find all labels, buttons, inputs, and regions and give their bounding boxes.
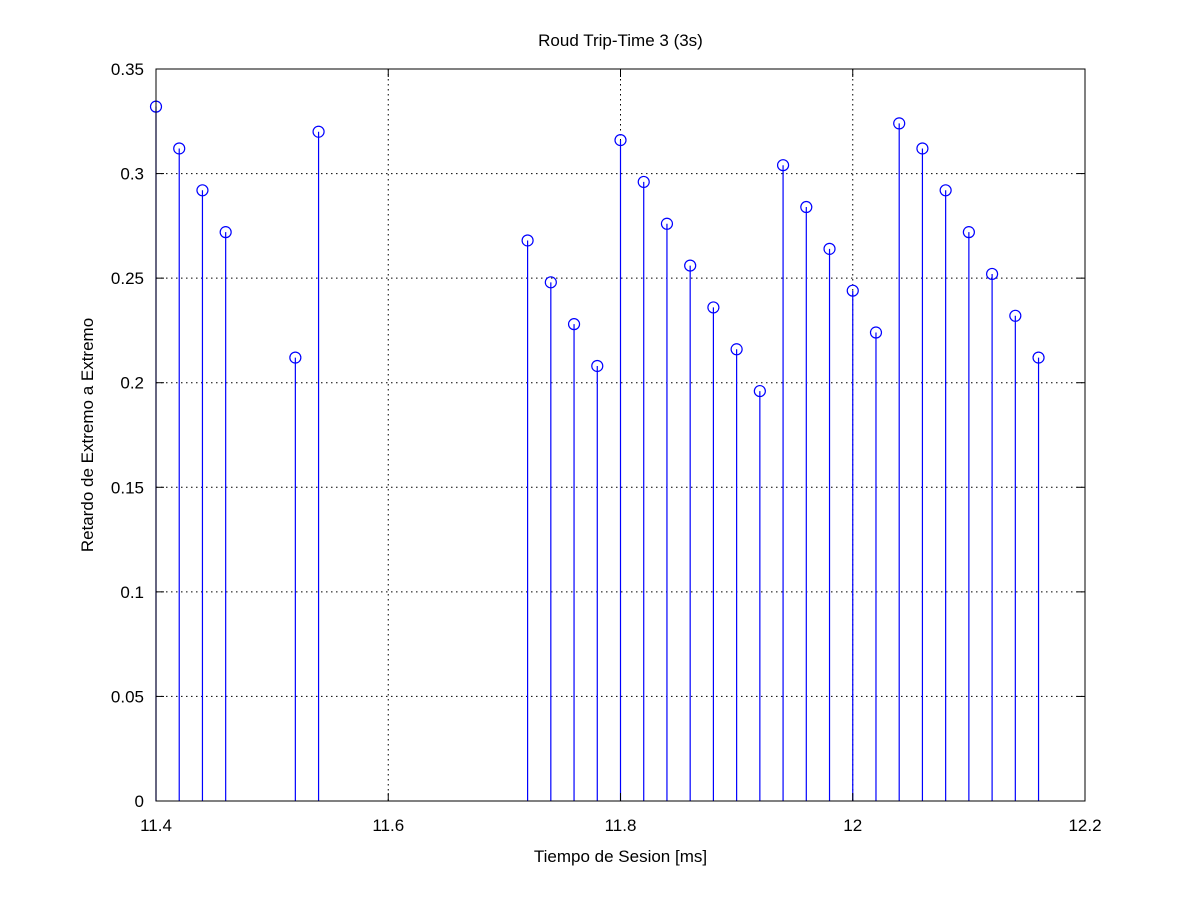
stem-marker: [196, 184, 209, 197]
stem-marker: [521, 234, 534, 247]
stem-marker: [962, 226, 975, 239]
y-tick-label: 0.3: [120, 165, 144, 184]
stem-marker: [823, 242, 836, 255]
y-tick-label: 0.25: [111, 269, 144, 288]
stem-marker: [869, 326, 883, 339]
y-tick-label: 0.35: [111, 60, 144, 79]
y-tick-label: 0.1: [120, 583, 144, 602]
stem-marker: [893, 117, 906, 130]
stem-marker: [1032, 351, 1045, 364]
stem-marker: [800, 200, 813, 214]
stem-marker: [567, 318, 581, 331]
stem-marker: [684, 259, 697, 272]
stem-marker: [637, 175, 650, 189]
chart-title: Roud Trip-Time 3 (3s): [538, 31, 703, 50]
stem-marker: [312, 125, 325, 138]
x-tick-label: 12: [843, 816, 862, 835]
stem-marker: [173, 142, 186, 155]
stem-marker: [591, 359, 604, 373]
stem-marker: [753, 384, 766, 398]
axis-ticks: 11.4 11.6 11.8 12 12.2 0 0.05 0.1 0.15 0.2 0.25 0.3…: [111, 60, 1102, 835]
stem-marker: [916, 142, 929, 155]
x-tick-label: 12.2: [1068, 816, 1101, 835]
x-tick-label: 11.4: [140, 816, 172, 835]
stem-marker: [985, 267, 999, 281]
stem-marker: [939, 184, 952, 197]
stem-marker: [660, 217, 674, 230]
stem-marker: [776, 159, 790, 172]
y-tick-label: 0.2: [120, 374, 144, 393]
x-tick-label: 11.6: [372, 816, 404, 835]
y-tick-label: 0.15: [111, 478, 144, 497]
stem-marker: [289, 351, 302, 364]
stem-marker: [219, 226, 232, 239]
stem-marker: [614, 134, 627, 147]
stem-marker: [707, 301, 720, 314]
y-tick-label: 0.05: [111, 687, 144, 706]
x-tick-label: 11.8: [605, 816, 637, 835]
stem-marker: [1009, 309, 1022, 322]
x-axis-label: Tiempo de Sesion [ms]: [534, 847, 707, 866]
stem-marker: [730, 343, 743, 356]
stem-marker: [846, 284, 859, 297]
y-axis-label: Retardo de Extremo a Extremo: [78, 318, 97, 552]
stem-marker: [544, 276, 557, 289]
y-tick-label: 0: [135, 792, 144, 811]
